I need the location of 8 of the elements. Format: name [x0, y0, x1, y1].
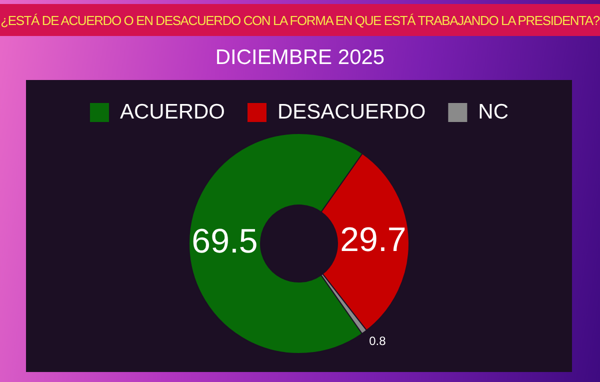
chart-subtitle: DICIEMBRE 2025	[214, 46, 386, 70]
legend-label: NC	[478, 100, 509, 124]
data-label: 29.7	[340, 221, 406, 260]
legend-label: DESACUERDO	[277, 100, 426, 124]
data-label: 69.5	[192, 222, 258, 261]
legend-label: ACUERDO	[120, 100, 225, 124]
chart-title: ¿ESTÁ DE ACUERDO O EN DESACUERDO CON LA FORMA EN QUE ESTÁ TRABAJANDO LA PRESIDENTA?	[0, 4, 600, 36]
data-label: 0.8	[369, 334, 386, 348]
